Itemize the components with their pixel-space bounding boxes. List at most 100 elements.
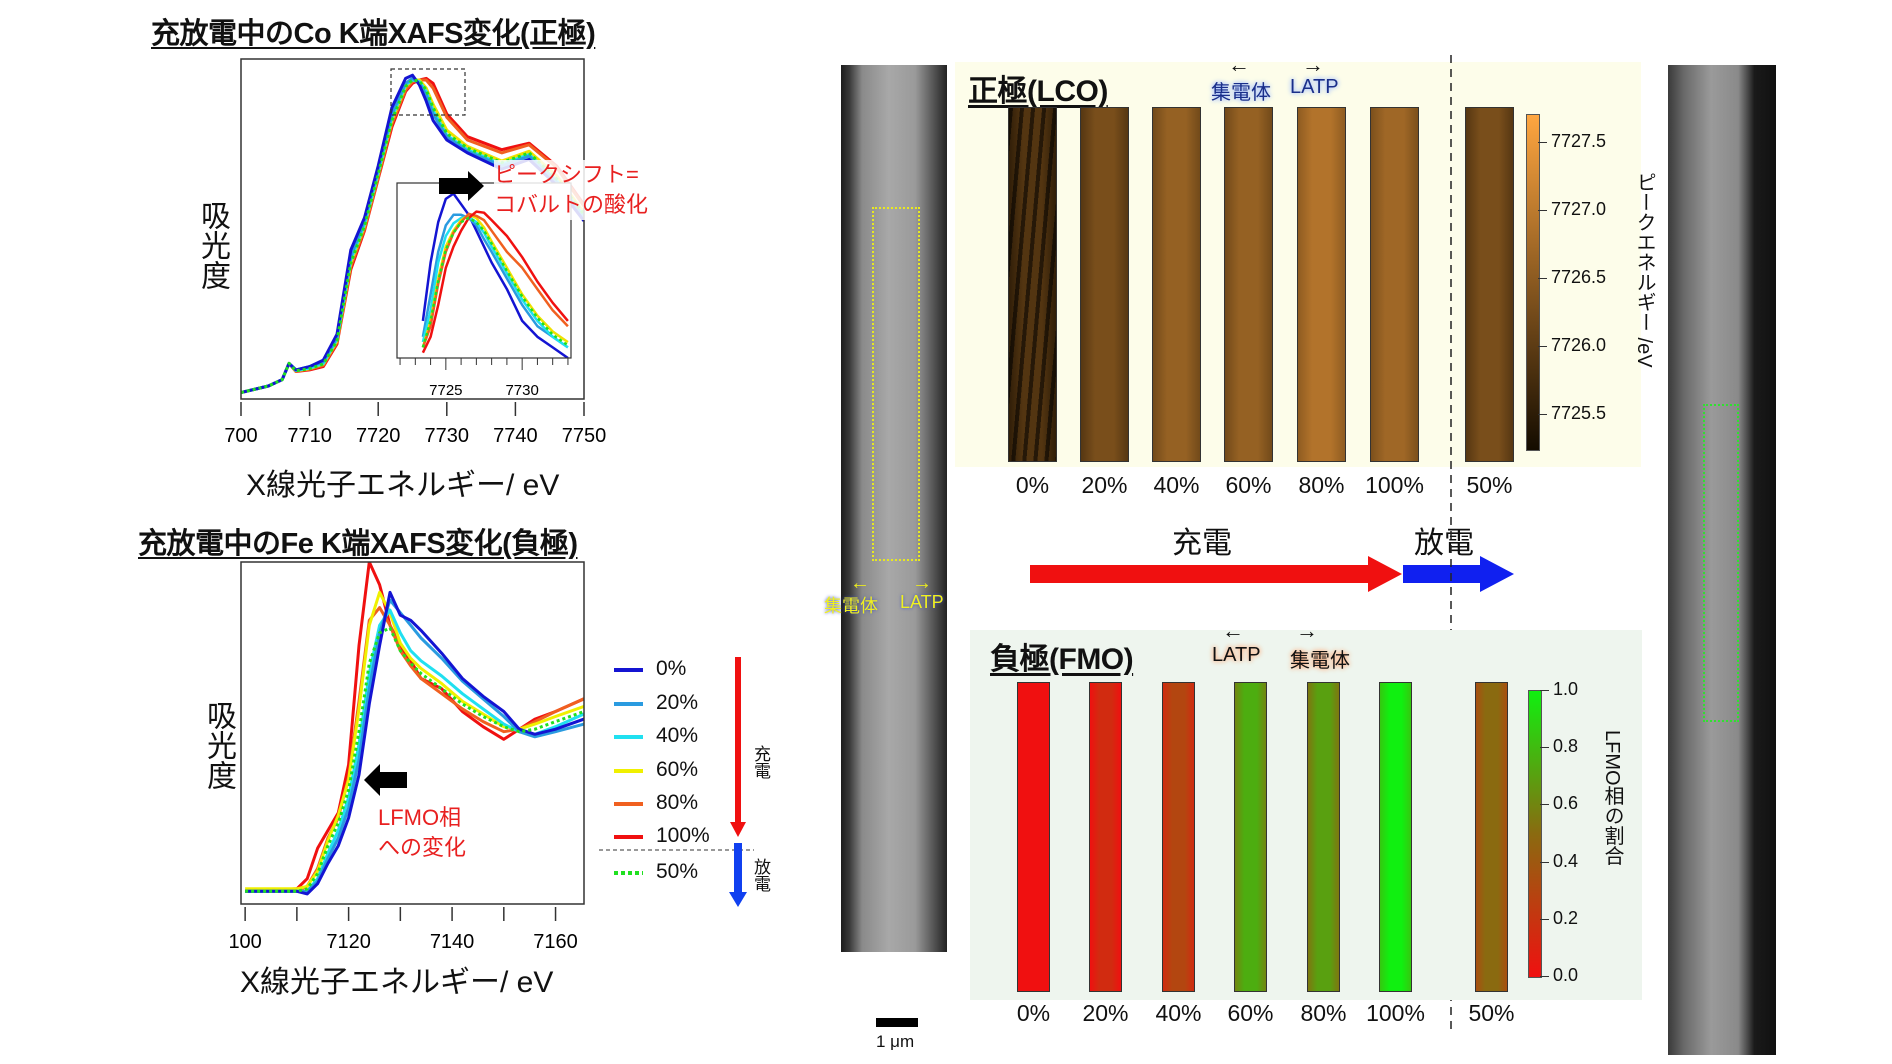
map-strip-60pct [1224,107,1273,462]
colorbar-tick-label: 7727.0 [1551,199,1607,220]
discharge-arrow [1403,556,1514,592]
colorbar-tick-label: 1.0 [1553,679,1579,699]
series-line-50pct [245,626,584,893]
fmo-title: 負極(FMO) [990,643,1134,676]
colorbar-tick [1538,345,1547,347]
strip-label: 50% [1468,1000,1515,1026]
colorbar-tick-label: 7726.5 [1551,267,1607,288]
lco-direction-current-collector: 集電体 [1211,82,1271,104]
strip-label: 40% [1153,472,1200,498]
map-strip-0pct [1017,682,1050,992]
legend-label: 50% [656,860,699,883]
series-line-50pct [241,78,584,394]
colorbar-tick [1538,142,1547,144]
lco-colorbar-label: ピークエネルギー /eV [1633,172,1655,368]
colorbar-tick-label: 0.0 [1553,965,1579,985]
x-tick-label: 7160 [533,931,578,953]
series-line-0pct [421,192,569,358]
fe-y-axis-label: 吸光度 [202,700,235,790]
right-arrow-icon: → [1302,52,1324,77]
colorbar-tick [1540,690,1549,691]
tem-label-current-collector: 集電体 [824,596,878,616]
colorbar-gradient [1528,690,1542,978]
plot-frame [240,561,585,905]
fmo-region-box [1703,404,1739,722]
colorbar-tick-label: 0.8 [1553,736,1579,757]
fe-x-axis-label: X線光子エネルギー/ eV [240,966,554,999]
colorbar-tick-label: 7725.5 [1551,402,1607,423]
shift-left-arrow-icon [364,764,407,796]
strip-label: 80% [1300,1000,1347,1026]
map-strip-50pct [1465,107,1514,462]
x-tick-label: 7750 [562,425,607,447]
series-line-50pct [421,216,569,348]
legend-label: 80% [656,791,699,814]
series-line-20pct [421,213,569,349]
tem-image-left [841,65,947,952]
x-tick-label: 7720 [356,425,401,447]
inset-x-tick-label: 7725 [429,382,462,399]
co-annotation-line-1: ピークシフト= [494,162,639,187]
series-line-80pct [421,212,569,348]
map-strip-20pct [1080,107,1129,462]
fe-annotation-line-2: への変化 [378,835,467,860]
fmo-direction-latp: LATP [1212,644,1261,666]
colorbar-gradient [1526,114,1540,451]
left-arrow-icon: ← [850,572,870,594]
legend-label: 40% [656,724,699,747]
colorbar-tick [1540,976,1549,977]
legend-label: 0% [656,657,687,680]
tem-label-latp: LATP [900,592,944,612]
x-tick-label: 7730 [425,425,470,447]
colorbar-tick-label: 0.6 [1553,793,1579,814]
colorbar-tick-label: 0.4 [1553,850,1579,871]
charge-arrow [730,657,746,837]
map-strip-20pct [1089,682,1122,992]
co-annotation: ピークシフト= コバルトの酸化 [494,160,649,220]
left-arrow-icon: ← [1228,52,1250,77]
strip-label: 0% [1016,1000,1051,1026]
charge-label: 充電 [1172,527,1232,560]
discharge-arrow [729,843,747,907]
plot-frame [240,58,585,400]
colorbar-tick [1540,918,1549,920]
inset-x-tick-label: 7730 [505,382,538,399]
colorbar-tick [1538,278,1547,280]
x-tick-label: 7740 [493,425,538,447]
x-tick-label: 700 [224,425,257,447]
map-strip-0pct [1008,107,1057,462]
fe-chart-title: 充放電中のFe K端XAFS変化(負極) [138,528,578,560]
strip-label: 100% [1365,472,1424,498]
fe-charge-label: 充電 [751,745,770,779]
x-tick-label: 100 [228,931,261,953]
series-line-40pct [421,215,569,349]
legend-label: 100% [656,824,710,847]
x-tick-label: 7120 [326,931,371,953]
fe-annotation-line-1: LFMO相 [378,805,462,830]
charge-arrow [1030,556,1402,592]
series-line-100pct [421,210,569,354]
colorbar-tick-label: 0.2 [1553,907,1579,928]
map-strip-80pct [1307,682,1340,992]
strip-label: 20% [1081,472,1128,498]
discharge-label: 放電 [1414,527,1474,560]
colorbar-tick-label: 7726.0 [1551,334,1607,355]
fe-annotation: LFMO相 への変化 [378,803,466,863]
colorbar-tick [1540,747,1549,749]
scale-bar-label: 1 μm [876,1032,915,1051]
lco-title: 正極(LCO) [968,75,1108,108]
strip-label: 80% [1298,472,1345,498]
x-tick-label: 7710 [287,425,332,447]
map-strip-50pct [1475,682,1508,992]
fmo-direction-current-collector: 集電体 [1290,650,1350,672]
legend-label: 20% [656,691,699,714]
strip-label: 100% [1366,1000,1425,1026]
colorbar-tick [1538,413,1547,415]
right-arrow-icon: → [912,572,932,594]
strip-label: 60% [1227,1000,1274,1026]
strip-label: 20% [1082,1000,1129,1026]
x-tick-label: 7140 [430,931,475,953]
legend-label: 60% [656,758,699,781]
